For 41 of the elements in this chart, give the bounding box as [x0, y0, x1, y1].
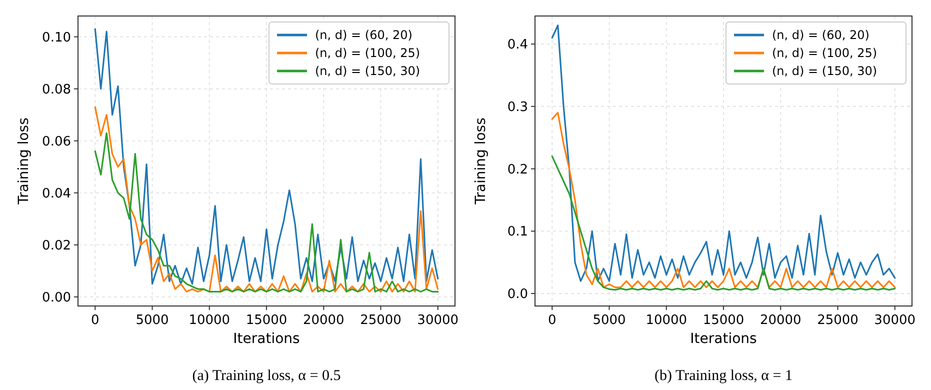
line-series [551, 112, 896, 288]
legend-label: (n, d) = (150, 30) [772, 64, 878, 78]
line-series [94, 28, 439, 285]
x-tick-label: 15000 [246, 313, 288, 328]
y-axis-title: Training loss [16, 118, 32, 206]
line-series [551, 24, 896, 282]
x-tick-label: 25000 [360, 313, 402, 328]
legend-label: (n, d) = (100, 25) [772, 46, 878, 60]
y-tick-label: 0.3 [507, 100, 528, 115]
x-tick-label: 15000 [702, 313, 744, 328]
legend-label: (n, d) = (150, 30) [315, 64, 420, 78]
y-tick-label: 0.04 [42, 186, 71, 202]
x-tick-label: 25000 [817, 313, 858, 328]
x-tick-label: 10000 [646, 313, 688, 328]
legend-label: (n, d) = (60, 20) [772, 28, 870, 42]
y-tick-label: 0.08 [42, 82, 71, 98]
text: (a) Training loss, α = 0.5 [192, 368, 341, 384]
legend-label: (n, d) = (100, 25) [315, 46, 420, 60]
y-axis-title: Training loss [473, 118, 489, 206]
y-tick-label: 0.4 [507, 38, 528, 53]
x-tick-label: 30000 [874, 313, 916, 328]
y-tick-label: 0.0 [507, 287, 528, 302]
x-tick-label: 5000 [592, 313, 626, 328]
x-tick-label: 0 [90, 313, 100, 328]
y-tick-label: 0.00 [42, 290, 71, 306]
legend-label: (n, d) = (60, 20) [315, 28, 412, 42]
x-axis-title: Iterations [233, 331, 300, 347]
x-tick-label: 0 [548, 313, 556, 328]
x-tick-label: 20000 [302, 313, 344, 328]
y-tick-label: 0.06 [42, 134, 71, 150]
x-tick-label: 5000 [136, 313, 169, 328]
x-tick-label: 10000 [188, 313, 230, 328]
line-series [551, 156, 896, 291]
y-tick-label: 0.10 [42, 30, 71, 46]
x-tick-label: 20000 [760, 313, 802, 328]
y-tick-label: 0.1 [507, 224, 528, 240]
text: (b) Training loss, α = 1 [654, 368, 793, 384]
x-tick-label: 30000 [417, 313, 459, 328]
y-tick-label: 0.2 [507, 162, 528, 178]
y-tick-label: 0.02 [42, 238, 71, 254]
x-axis-title: Iterations [690, 331, 757, 347]
